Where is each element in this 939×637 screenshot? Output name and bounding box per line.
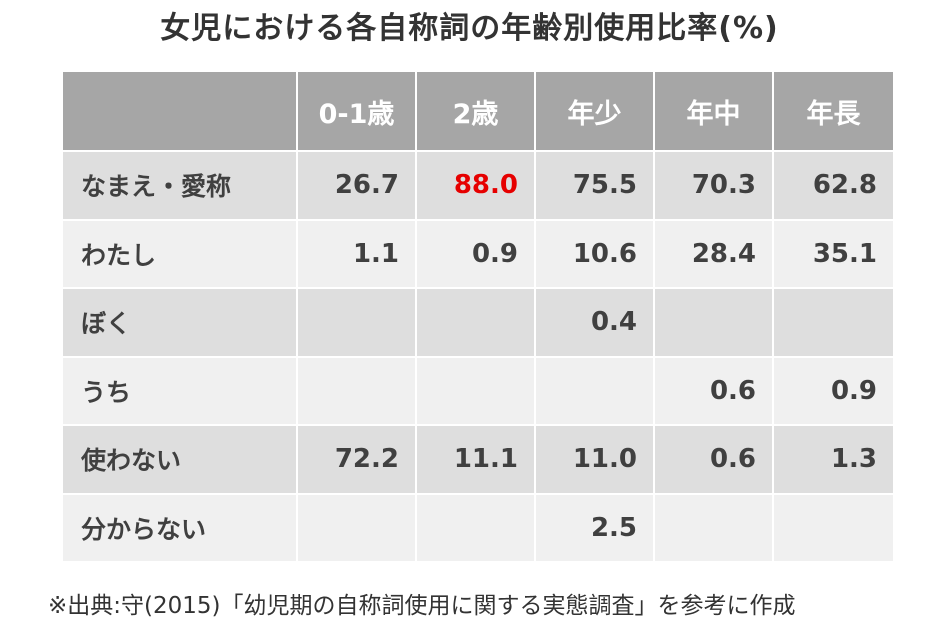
value-cell: 1.3 [774, 426, 893, 495]
table-body: なまえ・愛称 26.7 88.0 75.5 70.3 62.8 わたし 1.1 0.9 10.6 2… [63, 152, 893, 563]
empty-cell [298, 494, 417, 563]
empty-cell [774, 289, 893, 358]
header-row: 0-1歳 2歳 年少 年中 年長 [63, 72, 893, 152]
value-cell: 62.8 [774, 152, 893, 221]
data-table: 0-1歳 2歳 年少 年中 年長 なまえ・愛称 26.7 88.0 75.5 70.3 62.8 わ… [63, 72, 893, 563]
row-label: わたし [63, 220, 298, 289]
column-header: 年中 [655, 72, 774, 152]
value-cell: 0.4 [536, 289, 655, 358]
table-row: 分からない 2.5 [63, 494, 893, 563]
source-note: ※出典:守(2015)「幼児期の自称詞使用に関する実態調査」を参考に作成 [48, 593, 796, 619]
column-header: 0-1歳 [298, 72, 417, 152]
empty-cell [298, 357, 417, 426]
empty-cell [536, 357, 655, 426]
value-cell: 75.5 [536, 152, 655, 221]
table-row: ぼく 0.4 [63, 289, 893, 358]
value-cell: 10.6 [536, 220, 655, 289]
value-cell: 0.9 [417, 220, 536, 289]
value-cell: 70.3 [655, 152, 774, 221]
empty-cell [298, 289, 417, 358]
value-cell: 35.1 [774, 220, 893, 289]
value-cell: 0.9 [774, 357, 893, 426]
value-cell: 0.6 [655, 357, 774, 426]
row-label: 使わない [63, 426, 298, 495]
table-row: うち 0.6 0.9 [63, 357, 893, 426]
value-cell: 2.5 [536, 494, 655, 563]
row-label: うち [63, 357, 298, 426]
column-header: 2歳 [417, 72, 536, 152]
empty-cell [417, 357, 536, 426]
row-label: 分からない [63, 494, 298, 563]
row-label: なまえ・愛称 [63, 152, 298, 221]
value-cell: 26.7 [298, 152, 417, 221]
value-cell: 72.2 [298, 426, 417, 495]
row-label: ぼく [63, 289, 298, 358]
value-cell: 11.1 [417, 426, 536, 495]
value-cell: 11.0 [536, 426, 655, 495]
value-cell: 1.1 [298, 220, 417, 289]
table-row: わたし 1.1 0.9 10.6 28.4 35.1 [63, 220, 893, 289]
empty-cell [417, 494, 536, 563]
value-cell: 28.4 [655, 220, 774, 289]
column-header: 年少 [536, 72, 655, 152]
empty-cell [655, 494, 774, 563]
chart-title: 女児における各自称詞の年齢別使用比率(%) [160, 11, 779, 46]
empty-cell [774, 494, 893, 563]
empty-cell [417, 289, 536, 358]
value-cell: 88.0 [417, 152, 536, 221]
table-row: 使わない 72.2 11.1 11.0 0.6 1.3 [63, 426, 893, 495]
empty-cell [655, 289, 774, 358]
column-header: 年長 [774, 72, 893, 152]
table-header: 0-1歳 2歳 年少 年中 年長 [63, 72, 893, 152]
table-row: なまえ・愛称 26.7 88.0 75.5 70.3 62.8 [63, 152, 893, 221]
value-cell: 0.6 [655, 426, 774, 495]
header-corner-cell [63, 72, 298, 152]
